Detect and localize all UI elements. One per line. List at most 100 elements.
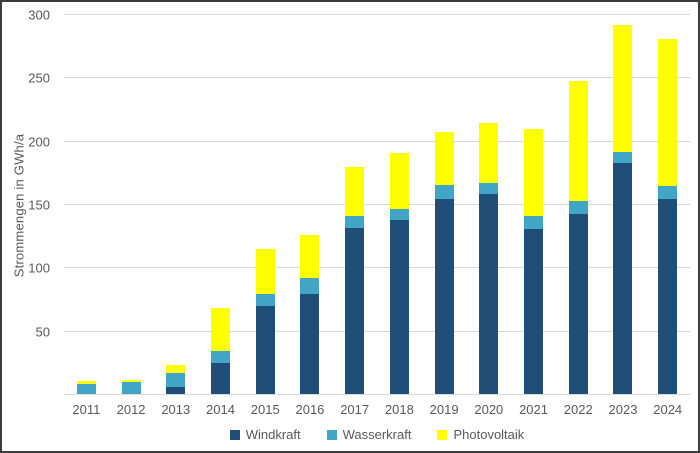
bar-group-2018 <box>377 15 422 395</box>
bar-group-2019 <box>422 15 467 395</box>
bar-segment-wasserkraft <box>166 373 186 388</box>
x-tick-label: 2017 <box>340 402 370 417</box>
bar-segment-photovoltaik <box>389 153 409 209</box>
bar-segment-windkraft <box>211 363 231 395</box>
x-tick-label: 2022 <box>563 402 593 417</box>
x-tick-label: 2016 <box>295 402 325 417</box>
legend-swatch-icon <box>326 429 337 440</box>
bar-stack <box>568 80 588 395</box>
bar-stack <box>255 249 275 395</box>
bar-segment-photovoltaik <box>613 25 633 152</box>
bar-group-2013 <box>153 15 198 395</box>
bar-stack <box>613 25 633 395</box>
gridline <box>64 140 690 142</box>
bar-segment-wasserkraft <box>658 186 678 199</box>
y-tick-label: 250 <box>28 70 50 86</box>
legend-label: Wasserkraft <box>342 427 412 442</box>
bar-segment-wasserkraft <box>345 216 365 228</box>
legend-item-windkraft: Windkraft <box>229 427 301 442</box>
bar-group-2020 <box>466 15 511 395</box>
bar-segment-photovoltaik <box>345 167 365 217</box>
bar-stack <box>300 235 320 395</box>
bar-segment-wasserkraft <box>255 293 275 307</box>
bar-segment-windkraft <box>166 387 186 395</box>
legend-item-photovoltaik: Photovoltaik <box>437 427 524 442</box>
bar-segment-windkraft <box>389 220 409 395</box>
bar-segment-wasserkraft <box>434 184 454 199</box>
bar-stack <box>658 39 678 395</box>
bar-stack <box>389 153 409 395</box>
bar-segment-windkraft <box>568 213 588 395</box>
gridline <box>64 267 690 269</box>
bar-segment-photovoltaik <box>479 122 499 184</box>
bar-stack <box>76 381 96 395</box>
bar-segment-windkraft <box>658 198 678 395</box>
bar-segment-photovoltaik <box>568 80 588 202</box>
bar-stack <box>211 307 231 395</box>
gridline <box>64 77 690 79</box>
legend-item-wasserkraft: Wasserkraft <box>326 427 412 442</box>
bar-group-2016 <box>288 15 333 395</box>
gridline <box>64 330 690 332</box>
bar-stack <box>166 364 186 395</box>
x-tick-label: 2024 <box>653 402 683 417</box>
bar-group-2024 <box>645 15 690 395</box>
bar-segment-photovoltaik <box>255 249 275 294</box>
bar-group-2012 <box>109 15 154 395</box>
y-tick-label: 150 <box>28 197 50 213</box>
x-tick-label: 2021 <box>519 402 548 417</box>
bar-segment-wasserkraft <box>479 183 499 194</box>
bar-segment-windkraft <box>434 198 454 395</box>
bar-segment-wasserkraft <box>211 350 231 364</box>
x-tick-label: 2011 <box>72 402 101 417</box>
bar-segment-photovoltaik <box>300 235 320 279</box>
bar-segment-wasserkraft <box>300 278 320 294</box>
bar-segment-wasserkraft <box>76 383 96 395</box>
x-axis-tick-labels: 2011 2012 2013 2014 2015 2016 2017 2018 2019 2020… <box>64 402 690 417</box>
bar-segment-windkraft <box>255 306 275 395</box>
bar-stack <box>345 167 365 395</box>
y-axis-tick-labels: 50 100 150 200 250 300 <box>2 2 56 451</box>
y-tick-label: 200 <box>28 134 50 150</box>
y-tick-label: 50 <box>35 324 50 340</box>
x-tick-label: 2014 <box>206 402 235 417</box>
bar-segment-windkraft <box>613 163 633 395</box>
bar-segment-photovoltaik <box>211 307 231 351</box>
x-tick-label: 2013 <box>161 402 191 417</box>
bar-stack <box>121 379 141 395</box>
bar-segment-photovoltaik <box>166 364 186 374</box>
legend-label: Photovoltaik <box>453 427 525 442</box>
bar-segment-windkraft <box>479 193 499 395</box>
bar-group-2014 <box>198 15 243 395</box>
bar-segment-photovoltaik <box>76 381 96 384</box>
bar-segment-wasserkraft <box>524 216 544 230</box>
legend-label: Windkraft <box>245 427 301 442</box>
legend-swatch-icon <box>437 429 448 440</box>
bar-segment-wasserkraft <box>613 151 633 164</box>
bar-group-2023 <box>601 15 646 395</box>
bar-segment-wasserkraft <box>121 382 141 395</box>
x-tick-label: 2020 <box>474 402 504 417</box>
bar-stack <box>479 122 499 395</box>
x-tick-label: 2012 <box>116 402 146 417</box>
legend-swatch-icon <box>229 429 240 440</box>
bar-group-2021 <box>511 15 556 395</box>
bar-segment-photovoltaik <box>524 129 544 217</box>
x-tick-label: 2019 <box>429 402 459 417</box>
bar-segment-windkraft <box>300 293 320 395</box>
bar-segment-wasserkraft <box>568 201 588 214</box>
bar-stack <box>434 131 454 395</box>
x-tick-label: 2018 <box>384 402 414 417</box>
bar-segment-photovoltaik <box>121 379 141 383</box>
gridline <box>64 14 690 15</box>
bar-segment-windkraft <box>524 229 544 395</box>
bar-segment-wasserkraft <box>389 208 409 221</box>
legend: Windkraft Wasserkraft Photovoltaik <box>64 427 690 442</box>
x-tick-label: 2023 <box>608 402 638 417</box>
bar-segment-windkraft <box>345 227 365 395</box>
bar-group-2015 <box>243 15 288 395</box>
x-tick-label: 2015 <box>250 402 280 417</box>
bars-layer <box>64 15 690 395</box>
bar-group-2011 <box>64 15 109 395</box>
